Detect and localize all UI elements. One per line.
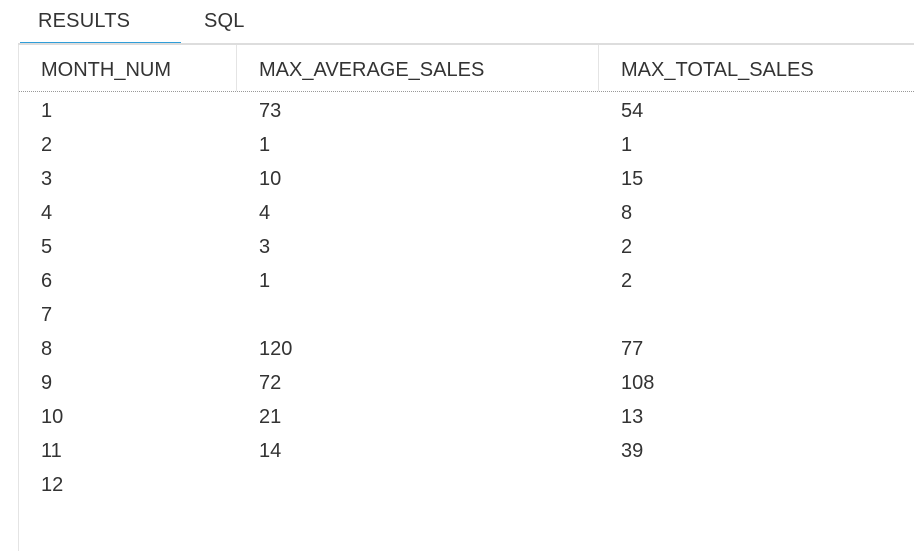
table-cell: 39: [621, 440, 644, 462]
table-cell: 11: [41, 440, 62, 462]
table-cell: 14: [259, 440, 282, 462]
table-cell: 2: [41, 134, 53, 156]
table-cell: 13: [621, 406, 644, 428]
table-cell: 8: [41, 338, 53, 360]
table-cell: 73: [259, 100, 282, 122]
table-cell: 54: [621, 100, 644, 122]
tab-divider: [18, 43, 914, 45]
table-cell: 3: [41, 168, 53, 190]
table-row[interactable]: 9 72 108: [19, 366, 914, 400]
table-cell: 7: [41, 304, 53, 326]
table-row[interactable]: 5 3 2: [19, 230, 914, 264]
table-cell: 5: [41, 236, 53, 258]
tab-bar: RESULTS SQL: [18, 0, 914, 46]
column-header-month-num[interactable]: MONTH_NUM: [19, 45, 237, 91]
results-grid: MONTH_NUM MAX_AVERAGE_SALES MAX_TOTAL_SA…: [18, 45, 914, 551]
table-row[interactable]: 4 4 8: [19, 196, 914, 230]
table-cell: 2: [621, 270, 633, 292]
table-body: 1 73 54 2 1 1 3 10 15 4 4 8 5 3 2 6 1 2 7 8 120 77 9 72 108 10 21 1…: [19, 94, 914, 502]
tab-results[interactable]: RESULTS: [20, 6, 181, 45]
column-header-max-total-sales[interactable]: MAX_TOTAL_SALES: [621, 59, 814, 81]
table-cell: 6: [41, 270, 53, 292]
table-row[interactable]: 10 21 13: [19, 400, 914, 434]
table-row[interactable]: 8 120 77: [19, 332, 914, 366]
table-row[interactable]: 7: [19, 298, 914, 332]
table-row[interactable]: 12: [19, 468, 914, 502]
table-cell: 8: [621, 202, 633, 224]
table-cell: 3: [259, 236, 271, 258]
table-cell: 15: [621, 168, 644, 190]
table-cell: 1: [259, 270, 271, 292]
table-header: MONTH_NUM MAX_AVERAGE_SALES MAX_TOTAL_SA…: [19, 45, 914, 92]
table-cell: 77: [621, 338, 644, 360]
table-row[interactable]: 2 1 1: [19, 128, 914, 162]
table-row[interactable]: 3 10 15: [19, 162, 914, 196]
table-cell: 72: [259, 372, 282, 394]
table-cell: 10: [41, 406, 64, 428]
table-cell: 1: [41, 100, 53, 122]
table-cell: 21: [259, 406, 282, 428]
table-row[interactable]: 11 14 39: [19, 434, 914, 468]
table-cell: 108: [621, 372, 655, 394]
table-cell: 1: [259, 134, 271, 156]
table-cell: 4: [259, 202, 271, 224]
table-row[interactable]: 1 73 54: [19, 94, 914, 128]
table-cell: 2: [621, 236, 633, 258]
table-cell: 12: [41, 474, 64, 496]
table-cell: 1: [621, 134, 633, 156]
column-header-max-average-sales[interactable]: MAX_AVERAGE_SALES: [237, 45, 599, 91]
table-cell: 10: [259, 168, 282, 190]
table-cell: 4: [41, 202, 53, 224]
table-cell: 120: [259, 338, 293, 360]
tab-sql[interactable]: SQL: [204, 10, 245, 32]
table-row[interactable]: 6 1 2: [19, 264, 914, 298]
table-cell: 9: [41, 372, 53, 394]
